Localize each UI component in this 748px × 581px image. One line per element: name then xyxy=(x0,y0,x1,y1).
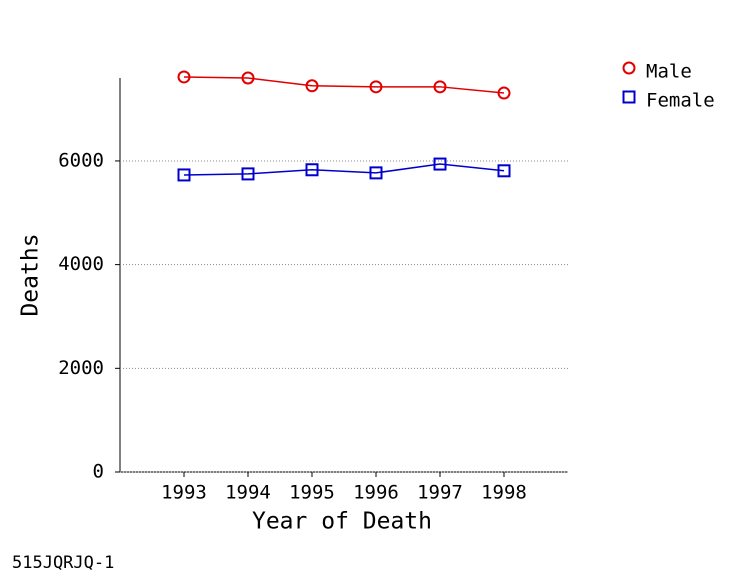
x-tick-label: 1995 xyxy=(289,482,335,504)
x-tick-label: 1996 xyxy=(353,482,399,504)
marker xyxy=(241,71,255,85)
marker xyxy=(433,80,447,94)
marker xyxy=(369,80,383,94)
series-line xyxy=(183,76,505,94)
x-axis-title: Year of Death xyxy=(252,509,432,535)
y-axis-title: Deaths xyxy=(18,233,44,316)
marker xyxy=(305,163,319,177)
marker xyxy=(497,164,511,178)
x-tick-label: 1993 xyxy=(161,482,207,504)
marker xyxy=(177,70,191,84)
marker xyxy=(305,79,319,93)
marker xyxy=(369,166,383,180)
series-line xyxy=(183,163,505,176)
legend-marker xyxy=(622,90,636,104)
x-tick-label: 1998 xyxy=(481,482,527,504)
marker xyxy=(497,86,511,100)
y-tick-label: 2000 xyxy=(58,357,104,379)
x-tick-label: 1994 xyxy=(225,482,271,504)
x-tick-label: 1997 xyxy=(417,482,463,504)
marker xyxy=(177,168,191,182)
marker xyxy=(433,157,447,171)
y-tick-label: 0 xyxy=(93,461,104,483)
y-tick-label: 6000 xyxy=(58,149,104,171)
legend-label: Female xyxy=(646,90,715,112)
legend-label: Male xyxy=(646,61,692,83)
footnote: 515JQRJQ-1 xyxy=(12,553,114,573)
legend-marker xyxy=(622,61,636,75)
marker xyxy=(241,167,255,181)
y-tick-label: 4000 xyxy=(58,253,104,275)
